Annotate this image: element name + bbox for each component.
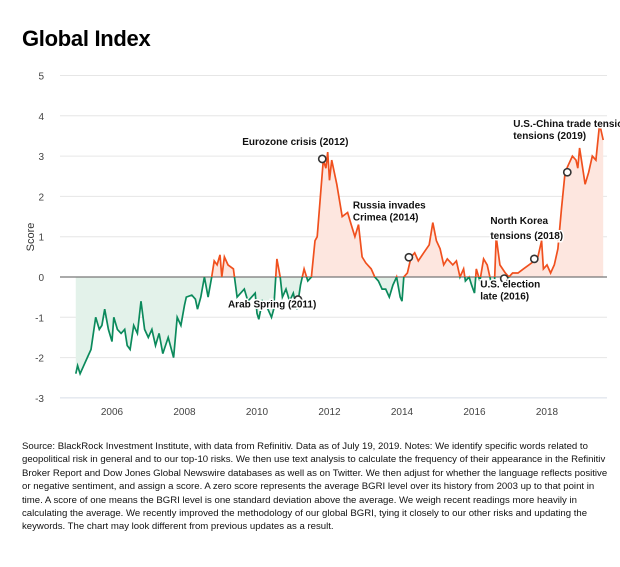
x-tick-label: 2014 [391,407,414,418]
series-line-positive [203,123,605,277]
x-tick-label: 2012 [318,407,341,418]
annotation-label: U.S.-China trade tensions [513,119,620,130]
x-tick-label: 2010 [246,407,269,418]
annotation-marker [562,167,572,177]
y-tick-label: 0 [38,273,44,284]
annotation-label: tensions (2019) [513,131,586,142]
annotation-label: late (2016) [480,292,529,303]
y-tick-label: 4 [38,112,44,123]
annotation-marker [499,274,509,284]
x-tick-label: 2016 [463,407,486,418]
annotation-marker [293,295,303,304]
y-tick-label: -2 [35,354,44,365]
x-tick-label: 2006 [101,407,124,418]
x-tick-label: 2018 [536,407,559,418]
source-note: Source: BlackRock Investment Institute, … [22,441,608,533]
y-tick-label: -3 [35,394,44,405]
negative-area [75,277,604,374]
chart-title: Global Index [22,26,151,51]
annotation-label: U.S. election [480,280,540,291]
series-line-negative [74,277,511,377]
annotation-label: North Korea [490,216,548,227]
annotation-marker [404,252,414,262]
annotation-label: Arab Spring (2011) [228,300,316,311]
annotation-label: Crimea (2014) [353,212,419,223]
y-tick-label: -1 [35,313,44,324]
y-tick-label: 2 [38,192,44,203]
line-chart: 5 4 3 2 1 0 -1 -2 -3 2006 2008 2010 2012 2014 2016 2018… [25,72,620,419]
annotation-label: Eurozone crisis (2012) [242,137,348,148]
annotation-label: Russia invades [353,200,426,211]
y-tick-label: 5 [38,72,44,83]
annotation-label: tensions (2018) [490,231,563,242]
annotation-marker [317,154,327,164]
y-axis-label: Score [25,223,37,252]
y-tick-label: 3 [38,152,44,163]
annotation-marker [529,254,539,264]
x-tick-label: 2008 [173,407,196,418]
y-tick-label: 1 [38,233,44,244]
